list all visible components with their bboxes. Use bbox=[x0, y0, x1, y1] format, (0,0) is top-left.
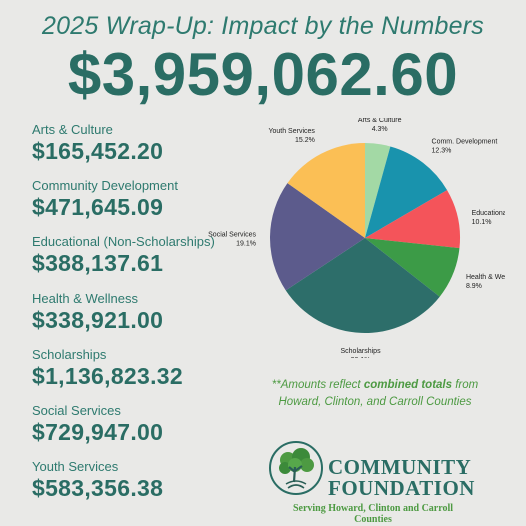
category-amount: $388,137.61 bbox=[32, 250, 164, 277]
category-name: Youth Services bbox=[32, 459, 119, 475]
list-item: Community Development $471,645.09 bbox=[32, 178, 242, 234]
list-item: Scholarships $1,136,823.32 bbox=[32, 347, 242, 403]
slice-label: Health & Wellness bbox=[466, 274, 505, 281]
pie-chart: Arts & Culture 4.3% Comm. Development 12.3%… bbox=[208, 118, 505, 358]
slice-label: Scholarships bbox=[341, 348, 382, 355]
category-name: Arts & Culture bbox=[32, 122, 113, 137]
category-amount: $338,921.00 bbox=[32, 306, 164, 333]
category-name: Scholarships bbox=[32, 346, 107, 362]
tree-icon bbox=[269, 441, 323, 495]
community-foundation-logo: COMMUNITY FOUNDATION Serving Howard, Cli… bbox=[268, 440, 474, 525]
slice-label: Educational bbox=[472, 210, 505, 217]
page-title: 2025 Wrap-Up: Impact by the Numbers bbox=[42, 12, 484, 40]
category-name: Community Development bbox=[32, 178, 178, 194]
pie-slice bbox=[365, 143, 391, 238]
logo-tagline: Serving Howard, Clinton and Carroll Coun… bbox=[292, 503, 454, 525]
slice-label: Social Services bbox=[208, 231, 256, 238]
list-item: Youth Services $583,356.38 bbox=[32, 459, 242, 515]
pie-slice bbox=[285, 238, 440, 333]
footnote-suffix: from Howard, Clinton, and Carroll Counti… bbox=[278, 379, 479, 408]
slice-percent: 15.2% bbox=[295, 137, 315, 144]
list-item: Arts & Culture $165,452.20 bbox=[32, 122, 242, 178]
category-amount: $583,356.38 bbox=[32, 475, 164, 502]
pie-slice bbox=[365, 190, 460, 249]
list-item: Educational (Non-Scholarships) $388,137.… bbox=[32, 234, 242, 290]
slice-percent: 19.1% bbox=[236, 240, 256, 247]
category-amount: $471,645.09 bbox=[32, 194, 164, 221]
footnote: **Amounts reflect combined totals from H… bbox=[250, 377, 500, 411]
category-name: Social Services bbox=[32, 402, 121, 418]
logo-line-2: FOUNDATION bbox=[328, 476, 475, 500]
category-name: Educational (Non-Scholarships) bbox=[32, 234, 215, 250]
category-amount: $165,452.20 bbox=[32, 138, 164, 164]
list-item: Social Services $729,947.00 bbox=[32, 403, 242, 459]
grand-total: $3,959,062.60 bbox=[67, 41, 459, 108]
slice-percent: 12.3% bbox=[432, 148, 452, 155]
pie-slice bbox=[287, 143, 365, 238]
category-list: Arts & Culture $165,452.20 Community Dev… bbox=[32, 122, 242, 515]
footnote-bold: combined totals bbox=[363, 379, 453, 391]
category-name: Health & Wellness bbox=[32, 290, 138, 306]
footnote-prefix: **Amounts reflect bbox=[271, 379, 364, 391]
slice-percent: 4.3% bbox=[372, 126, 388, 133]
pie-slice bbox=[270, 183, 365, 291]
slice-label: Arts & Culture bbox=[358, 118, 402, 124]
slice-percent: 10.1% bbox=[472, 219, 492, 226]
pie-slice bbox=[365, 146, 448, 238]
pie-slice bbox=[365, 238, 460, 297]
logo-line-1: COMMUNITY bbox=[328, 455, 472, 479]
slice-percent: 30.1% bbox=[351, 357, 371, 358]
slice-label: Comm. Development bbox=[432, 139, 498, 146]
list-item: Health & Wellness $338,921.00 bbox=[32, 291, 242, 347]
slice-label: Youth Services bbox=[268, 128, 315, 135]
category-amount: $1,136,823.32 bbox=[32, 362, 183, 389]
slice-percent: 8.9% bbox=[466, 283, 482, 290]
category-amount: $729,947.00 bbox=[32, 418, 164, 445]
